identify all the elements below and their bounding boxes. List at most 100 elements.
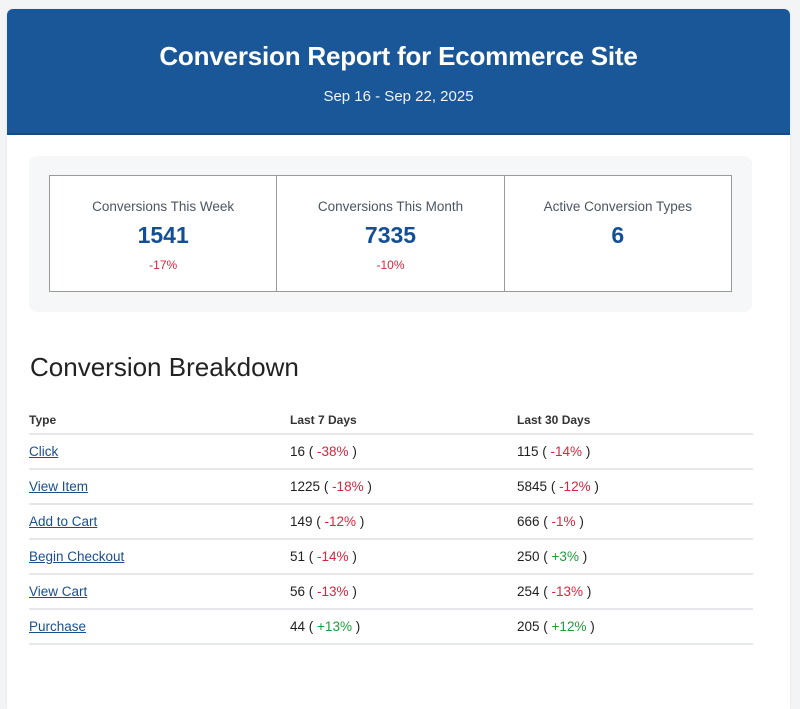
tile-label: Conversions This Week (92, 199, 235, 214)
delta-value: -12% (559, 479, 591, 494)
count-value: 254 (517, 584, 540, 599)
last-30-days-cell: 115 ( -14% ) (517, 434, 753, 470)
table-row: Add to Cart 149 ( -12% ) 666 ( -1% ) (29, 504, 753, 540)
paren-close: ) (351, 619, 361, 634)
count-value: 5845 (517, 479, 548, 494)
type-cell: View Cart (29, 574, 290, 610)
paren-open: ( (543, 619, 552, 634)
count-value: 666 (517, 514, 540, 529)
conversion-type-link[interactable]: View Cart (29, 584, 88, 599)
column-header-last-30-days: Last 30 Days (517, 406, 753, 435)
tile-conversions-month: Conversions This Month 7335 -10% (277, 176, 505, 291)
tile-label: Active Conversion Types (543, 199, 692, 214)
table-row: Begin Checkout 51 ( -14% ) 250 ( +3% ) (29, 539, 753, 575)
tile-delta: -17% (149, 258, 178, 272)
delta-value: +3% (551, 549, 579, 564)
summary-tiles: Conversions This Week 1541 -17% Conversi… (49, 175, 732, 292)
conversion-type-link[interactable]: Add to Cart (29, 514, 98, 529)
paren-close: ) (583, 584, 592, 599)
last-7-days-cell: 1225 ( -18% ) (290, 469, 517, 505)
breakdown-table: Type Last 7 Days Last 30 Days Click 16 ( … (29, 406, 753, 645)
type-cell: Click (29, 434, 290, 470)
date-range: Sep 16 - Sep 22, 2025 (323, 88, 474, 105)
summary-panel: Conversions This Week 1541 -17% Conversi… (29, 156, 752, 312)
last-7-days-cell: 56 ( -13% ) (290, 574, 517, 610)
table-row: View Cart 56 ( -13% ) 254 ( -13% ) (29, 574, 753, 610)
tile-active-types: Active Conversion Types 6 (505, 176, 731, 291)
delta-value: -14% (550, 444, 583, 459)
column-header-type: Type (29, 406, 290, 435)
tile-label: Conversions This Month (317, 199, 464, 214)
paren-open: ( (543, 514, 552, 529)
delta-value: -12% (324, 514, 357, 529)
tile-delta: -10% (376, 258, 405, 272)
count-value: 250 (517, 549, 540, 564)
count-value: 115 (517, 444, 539, 459)
paren-open: ( (542, 444, 551, 459)
delta-value: +12% (551, 619, 587, 634)
type-cell: Purchase (29, 609, 290, 645)
table-row: Click 16 ( -38% ) 115 ( -14% ) (29, 434, 753, 470)
tile-value: 1541 (137, 222, 189, 248)
paren-open: ( (308, 549, 318, 564)
last-30-days-cell: 250 ( +3% ) (517, 539, 753, 575)
paren-close: ) (363, 479, 372, 494)
count-value: 16 (290, 444, 306, 459)
paren-close: ) (578, 549, 588, 564)
conversion-type-link[interactable]: Begin Checkout (29, 549, 125, 564)
paren-close: ) (582, 444, 591, 459)
paren-close: ) (356, 514, 365, 529)
delta-value: -1% (551, 514, 576, 529)
type-cell: View Item (29, 469, 290, 505)
delta-value: -18% (332, 479, 364, 494)
paren-open: ( (543, 549, 552, 564)
tile-value: 6 (611, 222, 625, 248)
paren-close: ) (575, 514, 584, 529)
paren-open: ( (308, 584, 318, 599)
count-value: 149 (290, 514, 313, 529)
paren-open: ( (543, 584, 552, 599)
paren-close: ) (348, 549, 357, 564)
report-header: Conversion Report for Ecommerce Site Sep… (7, 9, 790, 135)
last-30-days-cell: 205 ( +12% ) (517, 609, 753, 645)
conversion-type-link[interactable]: Purchase (29, 619, 87, 634)
tile-conversions-week: Conversions This Week 1541 -17% (50, 176, 278, 291)
last-7-days-cell: 51 ( -14% ) (290, 539, 517, 575)
delta-value: -13% (317, 584, 349, 599)
count-value: 56 (290, 584, 306, 599)
paren-close: ) (590, 479, 599, 494)
last-30-days-cell: 5845 ( -12% ) (517, 469, 753, 505)
paren-close: ) (586, 619, 595, 634)
paren-close: ) (348, 584, 357, 599)
paren-open: ( (550, 479, 560, 494)
type-cell: Add to Cart (29, 504, 290, 540)
paren-open: ( (308, 444, 318, 459)
delta-value: +13% (317, 619, 352, 634)
count-value: 44 (290, 619, 306, 634)
paren-open: ( (316, 514, 325, 529)
delta-value: -38% (317, 444, 349, 459)
last-30-days-cell: 666 ( -1% ) (517, 504, 753, 540)
tile-value: 7335 (364, 222, 417, 248)
count-value: 1225 (290, 479, 321, 494)
count-value: 205 (517, 619, 540, 634)
table-row: Purchase 44 ( +13% ) 205 ( +12% ) (29, 609, 753, 645)
paren-close: ) (348, 444, 357, 459)
count-value: 51 (290, 549, 306, 564)
table-header-row: Type Last 7 Days Last 30 Days (29, 406, 753, 435)
column-header-last-7-days: Last 7 Days (290, 406, 517, 435)
report-title: Conversion Report for Ecommerce Site (159, 41, 638, 71)
type-cell: Begin Checkout (29, 539, 290, 575)
paren-open: ( (323, 479, 333, 494)
paren-open: ( (308, 619, 318, 634)
table-row: View Item 1225 ( -18% ) 5845 ( -12% ) (29, 469, 753, 505)
conversion-type-link[interactable]: Click (29, 444, 59, 459)
breakdown-title: Conversion Breakdown (30, 352, 299, 382)
last-30-days-cell: 254 ( -13% ) (517, 574, 753, 610)
last-7-days-cell: 149 ( -12% ) (290, 504, 517, 540)
delta-value: -13% (551, 584, 584, 599)
last-7-days-cell: 44 ( +13% ) (290, 609, 517, 645)
delta-value: -14% (317, 549, 349, 564)
conversion-type-link[interactable]: View Item (29, 479, 89, 494)
last-7-days-cell: 16 ( -38% ) (290, 434, 517, 470)
